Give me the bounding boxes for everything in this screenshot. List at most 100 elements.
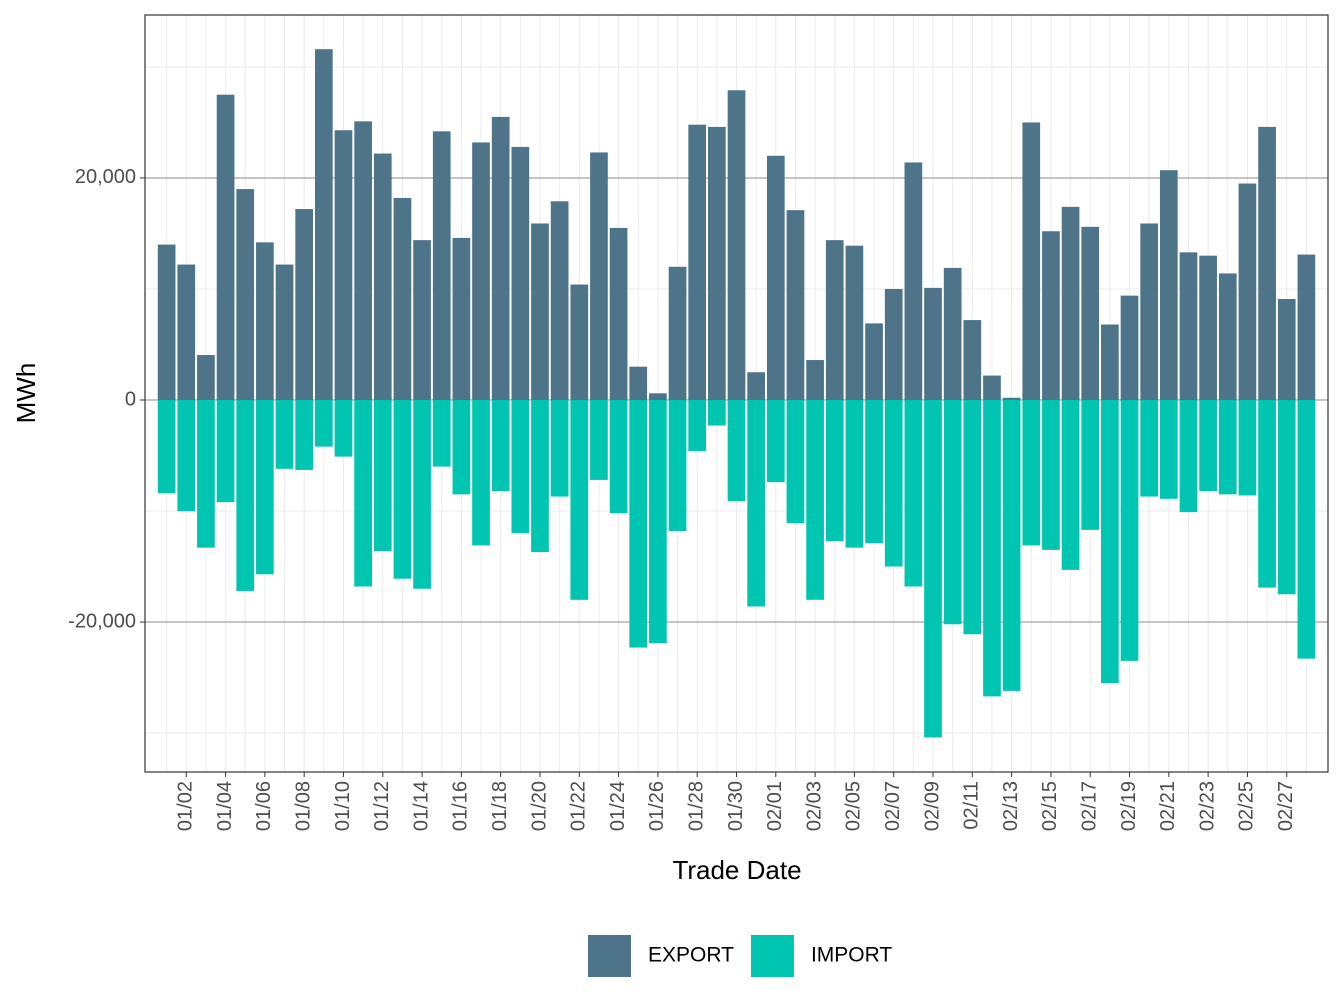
bar	[216, 399, 235, 503]
bar	[177, 399, 196, 512]
x-tick-label: 01/22	[568, 781, 590, 831]
y-tick-label: -20,000	[68, 610, 136, 632]
bar	[1022, 122, 1041, 400]
bar	[865, 399, 883, 544]
bar	[1140, 399, 1159, 497]
bar	[216, 94, 235, 400]
legend-swatch	[588, 935, 631, 977]
bar	[256, 242, 274, 400]
bar	[747, 372, 765, 400]
bar	[531, 223, 549, 400]
bar	[511, 146, 530, 400]
bar	[413, 240, 431, 400]
bar	[845, 399, 864, 548]
bar	[1159, 170, 1178, 400]
legend-label: EXPORT	[648, 944, 734, 967]
y-tick-label: 0	[125, 388, 136, 410]
bar	[825, 240, 844, 400]
bar	[413, 399, 431, 589]
bar	[806, 399, 824, 600]
bar	[472, 142, 490, 400]
bar	[1277, 298, 1296, 400]
x-tick-label: 01/10	[332, 781, 354, 831]
bar	[1277, 399, 1296, 595]
bar	[983, 375, 1001, 400]
bar	[531, 399, 549, 553]
legend-label: IMPORT	[811, 944, 892, 967]
x-tick-label: 02/13	[1000, 781, 1022, 831]
bar	[1042, 399, 1060, 550]
bar	[491, 116, 510, 400]
x-tick-label: 01/14	[410, 781, 432, 831]
x-tick-label: 02/25	[1236, 781, 1258, 831]
bar	[1120, 399, 1139, 661]
bar	[1159, 399, 1178, 499]
bar	[295, 399, 314, 470]
bar	[884, 288, 903, 400]
x-tick-label: 01/26	[646, 781, 668, 831]
bar	[609, 399, 628, 514]
bar	[590, 399, 608, 480]
bar	[963, 320, 982, 400]
x-tick-label: 02/09	[921, 781, 943, 831]
x-tick-label: 02/01	[764, 781, 786, 831]
bar	[609, 227, 628, 400]
bar	[766, 155, 785, 400]
bar	[766, 399, 785, 483]
bar	[1179, 252, 1198, 400]
bar	[1258, 126, 1276, 400]
bar	[236, 399, 255, 591]
bar	[550, 201, 569, 400]
bar	[963, 399, 982, 635]
x-tick-label: 02/11	[961, 781, 983, 830]
x-tick-label: 02/05	[843, 781, 865, 831]
bar	[314, 399, 333, 447]
bar	[1061, 206, 1080, 400]
x-tick-label: 01/30	[725, 781, 747, 831]
x-tick-label: 01/28	[685, 781, 707, 831]
bar	[865, 323, 883, 400]
bar	[727, 90, 746, 400]
bar	[943, 267, 962, 400]
bar	[904, 162, 923, 400]
x-tick-label: 02/17	[1079, 781, 1101, 831]
x-tick-label: 01/18	[489, 781, 511, 831]
bar	[354, 399, 372, 587]
bar	[334, 130, 353, 400]
bar	[983, 399, 1001, 697]
x-tick-label: 02/27	[1275, 781, 1297, 831]
x-tick-label: 02/23	[1196, 781, 1218, 831]
bar	[668, 399, 687, 531]
bar	[393, 399, 412, 579]
bar	[1002, 399, 1021, 691]
bar	[452, 399, 471, 495]
bar	[1042, 231, 1060, 400]
bar	[1238, 183, 1257, 400]
y-axis-title: MWh	[11, 363, 41, 424]
bar	[806, 360, 824, 400]
x-tick-label: 02/15	[1039, 781, 1061, 831]
bar	[295, 209, 314, 400]
x-tick-label: 01/08	[292, 781, 314, 831]
bar	[157, 244, 176, 400]
bar	[845, 245, 864, 400]
x-tick-label: 02/19	[1118, 781, 1140, 831]
bar	[786, 399, 805, 524]
bar	[727, 399, 746, 502]
bar	[275, 399, 294, 469]
bar	[1179, 399, 1198, 513]
bar	[236, 189, 255, 400]
x-tick-label: 02/21	[1157, 781, 1179, 831]
x-axis-title: Trade Date	[672, 855, 801, 885]
bar	[334, 399, 353, 457]
bar	[1101, 324, 1119, 400]
bar	[354, 121, 372, 400]
bar	[197, 399, 215, 548]
bar	[570, 284, 589, 400]
bar	[688, 399, 707, 452]
bar	[1199, 255, 1217, 400]
bar	[1238, 399, 1257, 496]
bar	[393, 197, 412, 400]
